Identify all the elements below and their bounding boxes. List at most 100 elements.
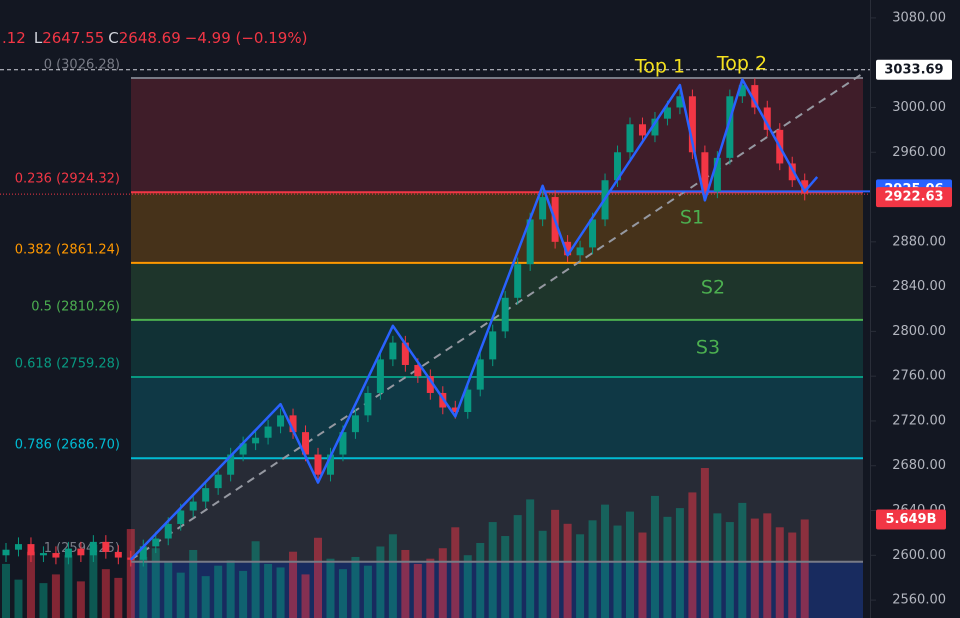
volume-bar bbox=[151, 548, 160, 618]
fib-zone bbox=[131, 262, 863, 320]
volume-bar bbox=[713, 513, 722, 618]
header-item: 2648.69 bbox=[119, 29, 181, 47]
volume-bar bbox=[363, 565, 372, 618]
volume-bar bbox=[451, 527, 460, 618]
volume-bar bbox=[613, 525, 622, 618]
candle-body bbox=[464, 389, 472, 412]
volume-bar bbox=[750, 518, 759, 618]
candle-body bbox=[663, 107, 671, 119]
candle-body bbox=[589, 219, 597, 248]
volume-bar bbox=[463, 555, 472, 618]
volume-bar bbox=[388, 534, 397, 618]
candle-body bbox=[189, 501, 197, 511]
price-tag bbox=[876, 59, 952, 80]
volume-bar bbox=[101, 569, 110, 618]
volume-bar bbox=[139, 556, 148, 618]
volume-bar bbox=[663, 516, 672, 618]
volume-bar bbox=[26, 551, 35, 618]
candle-body bbox=[726, 96, 734, 158]
header-item: L bbox=[34, 29, 43, 47]
volume-bar bbox=[563, 523, 572, 618]
volume-bar bbox=[688, 492, 697, 618]
volume-tag-label: 5.649B bbox=[885, 512, 936, 527]
y-tick-label: 2800.00 bbox=[892, 324, 946, 339]
y-tick-label: 2880.00 bbox=[892, 234, 946, 249]
fib-label: 0.786 (2686.70) bbox=[15, 438, 120, 453]
candle-body bbox=[614, 152, 622, 181]
candle-body bbox=[738, 85, 746, 97]
candle-body bbox=[351, 415, 359, 433]
fib-label: 0.236 (2924.32) bbox=[15, 172, 120, 187]
y-tick-label: 2560.00 bbox=[892, 593, 946, 608]
volume-bar bbox=[189, 549, 198, 618]
volume-bar bbox=[239, 570, 248, 618]
volume-bar bbox=[700, 468, 709, 618]
candle-body bbox=[202, 488, 210, 502]
volume-bar bbox=[64, 555, 73, 618]
candle-body bbox=[576, 247, 584, 256]
candle-body bbox=[2, 549, 10, 556]
volume-bar bbox=[513, 515, 522, 618]
volume-bar bbox=[264, 563, 273, 618]
candle-body bbox=[27, 544, 35, 556]
volume-bar bbox=[488, 522, 497, 618]
fib-label: 0.618 (2759.28) bbox=[15, 356, 120, 371]
candle-body bbox=[39, 553, 47, 556]
price-axis: 3080.00 3000.00 2960.00 2880.00 2840.00 2800.… bbox=[871, 10, 952, 608]
fib-zone bbox=[131, 78, 863, 193]
header-item: .12 bbox=[2, 29, 26, 47]
candle-body bbox=[676, 96, 684, 108]
candle-body bbox=[376, 359, 384, 393]
candle-body bbox=[289, 415, 297, 433]
candle-body bbox=[177, 510, 185, 524]
annotation: S3 bbox=[696, 337, 720, 359]
price-tag-label: 3033.69 bbox=[884, 62, 943, 77]
candle-body bbox=[564, 241, 572, 256]
header-item: 2647.55 bbox=[42, 29, 104, 47]
volume-bar bbox=[800, 519, 809, 618]
volume-bar bbox=[650, 495, 659, 618]
y-tick-label: 2680.00 bbox=[892, 458, 946, 473]
candle-body bbox=[389, 342, 397, 360]
y-tick-label: 2720.00 bbox=[892, 413, 946, 428]
candle-body bbox=[164, 523, 172, 539]
candle-body bbox=[514, 264, 522, 298]
volume-bar bbox=[289, 551, 298, 618]
volume-bar bbox=[126, 529, 135, 618]
volume-bar bbox=[338, 569, 347, 618]
candle-body bbox=[476, 359, 484, 390]
volume-bar bbox=[426, 558, 435, 618]
candle-body bbox=[339, 432, 347, 455]
candle-body bbox=[763, 107, 771, 130]
volume-bar bbox=[588, 520, 597, 618]
volume-bar bbox=[413, 563, 422, 618]
volume-bar bbox=[788, 532, 797, 618]
volume-bar bbox=[551, 509, 560, 618]
volume-bar bbox=[501, 536, 510, 618]
candle-body bbox=[227, 454, 235, 475]
y-tick-label: 3000.00 bbox=[892, 100, 946, 115]
candle-body bbox=[364, 392, 372, 416]
candle-body bbox=[314, 454, 322, 475]
header-item: C bbox=[108, 29, 118, 47]
candle-body bbox=[414, 364, 422, 377]
volume-bar bbox=[2, 563, 10, 618]
volume-bar bbox=[51, 574, 60, 618]
candle-body bbox=[401, 342, 409, 365]
volume-bar bbox=[114, 577, 123, 618]
candle-body bbox=[626, 124, 634, 153]
annotation: S2 bbox=[701, 277, 725, 299]
volume-bar bbox=[201, 576, 210, 618]
y-tick-label: 2600.00 bbox=[892, 548, 946, 563]
volume-bar bbox=[214, 565, 223, 618]
candle-body bbox=[788, 163, 796, 181]
volume-bar bbox=[438, 548, 447, 618]
candle-body bbox=[638, 124, 646, 136]
fib-zone bbox=[131, 192, 863, 263]
volume-bar bbox=[576, 534, 585, 618]
candle-body bbox=[539, 197, 547, 220]
candle-body bbox=[701, 152, 709, 192]
candle-body bbox=[302, 432, 310, 455]
